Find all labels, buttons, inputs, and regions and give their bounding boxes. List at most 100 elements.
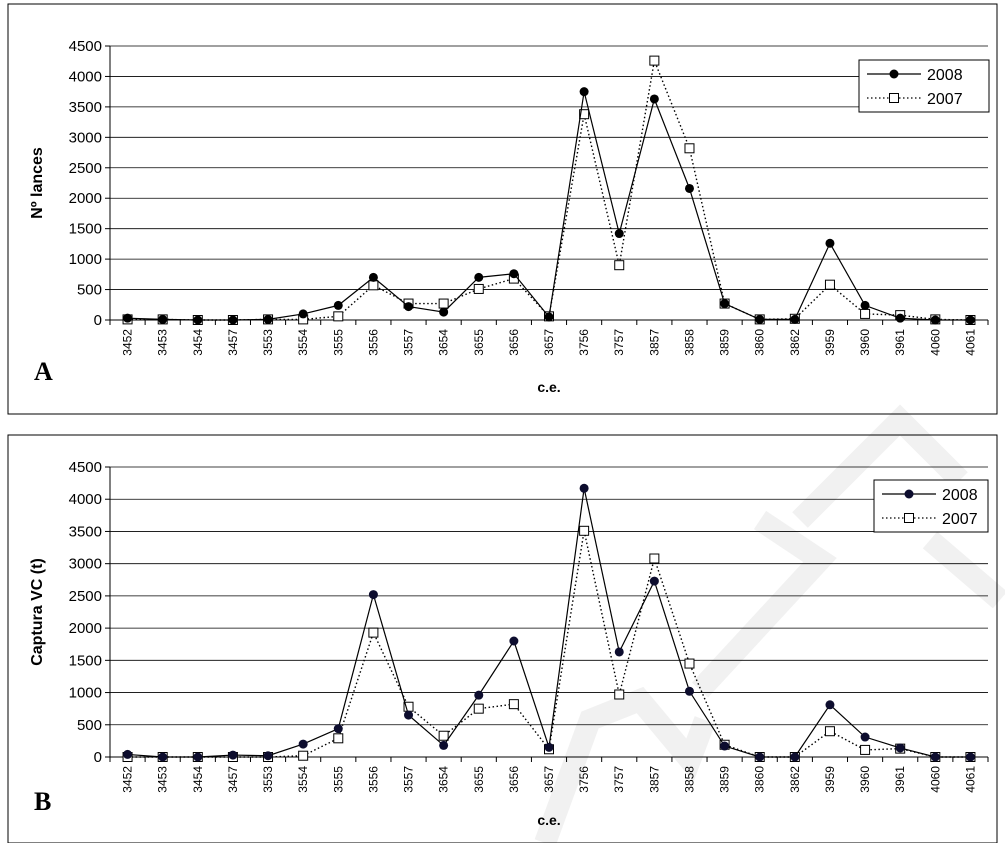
x-tick-label: 3756	[577, 766, 591, 793]
x-tick-label: 4060	[928, 766, 942, 793]
panel-label: A	[34, 357, 53, 386]
x-tick-label: 3553	[261, 766, 275, 793]
data-point-2008	[158, 752, 168, 762]
x-tick-label: 3657	[542, 329, 556, 356]
y-tick-label: 4000	[69, 68, 102, 85]
data-point-2007	[824, 279, 835, 290]
x-tick-label: 3554	[296, 329, 310, 356]
x-tick-label: 3654	[437, 329, 451, 356]
legend: 2008 2007	[873, 479, 989, 533]
data-point-2008	[263, 314, 273, 324]
data-point-2007	[473, 283, 484, 294]
x-tick-label: 3457	[226, 329, 240, 356]
x-tick-label: 3554	[296, 766, 310, 793]
y-tick-label: 2500	[69, 160, 102, 177]
data-point-2008	[439, 307, 449, 317]
data-point-2008	[158, 314, 168, 324]
data-point-2007	[368, 627, 379, 638]
y-tick-label: 2500	[69, 588, 102, 605]
data-point-2007	[333, 311, 344, 322]
x-tick-label: 3457	[226, 766, 240, 793]
data-point-2008	[228, 315, 238, 325]
x-tick-label: 3656	[507, 329, 521, 356]
data-point-2008	[439, 740, 449, 750]
data-point-2008	[193, 315, 203, 325]
data-point-2008	[649, 94, 659, 104]
series-line-2008	[127, 488, 971, 758]
legend-label: 2008	[942, 487, 978, 504]
data-point-2008	[790, 752, 800, 762]
data-point-2008	[930, 752, 940, 762]
chart-panel-b: 0 500 1000 1500 2000 2500 3000 3500 4000 4500 3452…	[7, 434, 998, 843]
data-point-2008	[474, 690, 484, 700]
x-tick-label: 3860	[753, 766, 767, 793]
data-point-2008	[720, 741, 730, 751]
x-tick-label: 3858	[682, 766, 696, 793]
series-line-2007	[127, 58, 971, 321]
y-tick-label: 2000	[69, 190, 102, 207]
x-tick-label: 3453	[156, 766, 170, 793]
legend-label: 2007	[942, 511, 978, 528]
data-point-2008	[825, 238, 835, 248]
x-tick-label: 3959	[823, 766, 837, 793]
data-point-2008	[333, 724, 343, 734]
data-point-2008	[860, 300, 870, 310]
legend-marker	[889, 69, 899, 79]
data-point-2007	[579, 525, 590, 536]
data-point-2008	[123, 749, 133, 759]
data-point-2007	[824, 726, 835, 737]
data-point-2007	[649, 55, 660, 66]
x-tick-label: 3960	[858, 766, 872, 793]
data-point-2008	[544, 312, 554, 322]
data-point-2007	[684, 658, 695, 669]
data-point-2008	[193, 752, 203, 762]
data-point-2008	[509, 269, 519, 279]
y-tick-label: 0	[94, 312, 102, 329]
x-tick-label: 3655	[472, 329, 486, 356]
data-point-2008	[579, 483, 589, 493]
y-tick-label: 500	[77, 717, 102, 734]
panel-frame	[7, 3, 998, 415]
chart-panel-a: 0 500 1000 1500 2000 2500 3000 3500 4000 4500 3452…	[7, 3, 998, 415]
data-point-2008	[544, 742, 554, 752]
data-point-2008	[930, 315, 940, 325]
y-tick-label: 3000	[69, 129, 102, 146]
x-tick-label: 3555	[331, 329, 345, 356]
x-tick-label: 3556	[366, 766, 380, 793]
x-tick-label: 3556	[366, 329, 380, 356]
data-point-2008	[825, 700, 835, 710]
series-line-2008	[127, 91, 971, 321]
x-tick-label: 3454	[191, 766, 205, 793]
x-tick-label: 3555	[331, 766, 345, 793]
data-point-2007	[298, 750, 309, 761]
data-point-2007	[684, 143, 695, 154]
x-tick-label: 3757	[612, 766, 626, 793]
panel-frame	[7, 434, 998, 843]
y-tick-label: 3500	[69, 99, 102, 116]
x-tick-label: 3553	[261, 329, 275, 356]
y-axis-label: Nº lances	[29, 147, 46, 219]
x-tick-label: 3657	[542, 766, 556, 793]
legend-box	[873, 479, 989, 533]
x-tick-label: 3656	[507, 766, 521, 793]
data-point-2008	[333, 300, 343, 310]
y-tick-label: 1000	[69, 685, 102, 702]
legend: 2008 2007	[858, 59, 990, 113]
data-point-2008	[755, 314, 765, 324]
x-tick-label: 3757	[612, 329, 626, 356]
data-point-2008	[965, 752, 975, 762]
data-point-2008	[684, 183, 694, 193]
y-axis-label: Captura VC (t)	[29, 558, 46, 666]
x-tick-label: 3961	[893, 766, 907, 793]
data-point-2007	[649, 553, 660, 564]
series-line-2007	[127, 530, 971, 758]
legend-marker	[889, 93, 899, 103]
data-point-2008	[755, 752, 765, 762]
y-tick-label: 0	[94, 749, 102, 766]
data-point-2008	[790, 314, 800, 324]
data-point-2008	[298, 739, 308, 749]
x-tick-label: 3959	[823, 329, 837, 356]
y-tick-label: 4500	[69, 38, 102, 55]
data-point-2008	[368, 272, 378, 282]
data-point-2008	[684, 686, 694, 696]
